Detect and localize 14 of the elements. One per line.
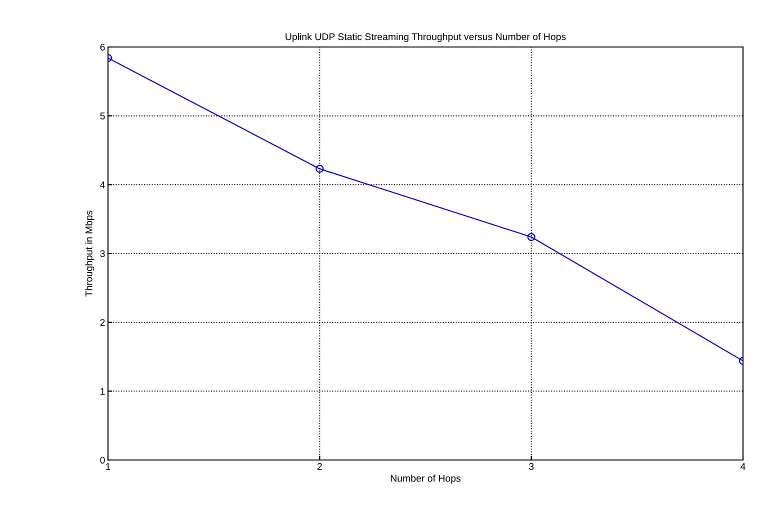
x-tick-label: 1	[106, 463, 110, 470]
y-tick-label: 4	[100, 182, 105, 188]
chart-title: Uplink UDP Static Streaming Throughput versus Number of Hops	[286, 33, 566, 42]
x-axis-title: Number of Hops	[390, 474, 461, 484]
y-axis-title: Throughput in Mbps	[85, 210, 94, 297]
y-tick-label: 1	[100, 388, 105, 395]
y-tick-label: 2	[100, 319, 105, 326]
x-tick-label: 4	[740, 463, 746, 470]
x-tick-label: 2	[317, 463, 322, 470]
y-tick-label: 3	[100, 250, 105, 258]
y-tick-label: 5	[100, 112, 105, 120]
y-tick-label: 6	[100, 44, 105, 51]
x-tick-label: 3	[529, 463, 534, 470]
y-tick-label: 0	[100, 456, 105, 464]
